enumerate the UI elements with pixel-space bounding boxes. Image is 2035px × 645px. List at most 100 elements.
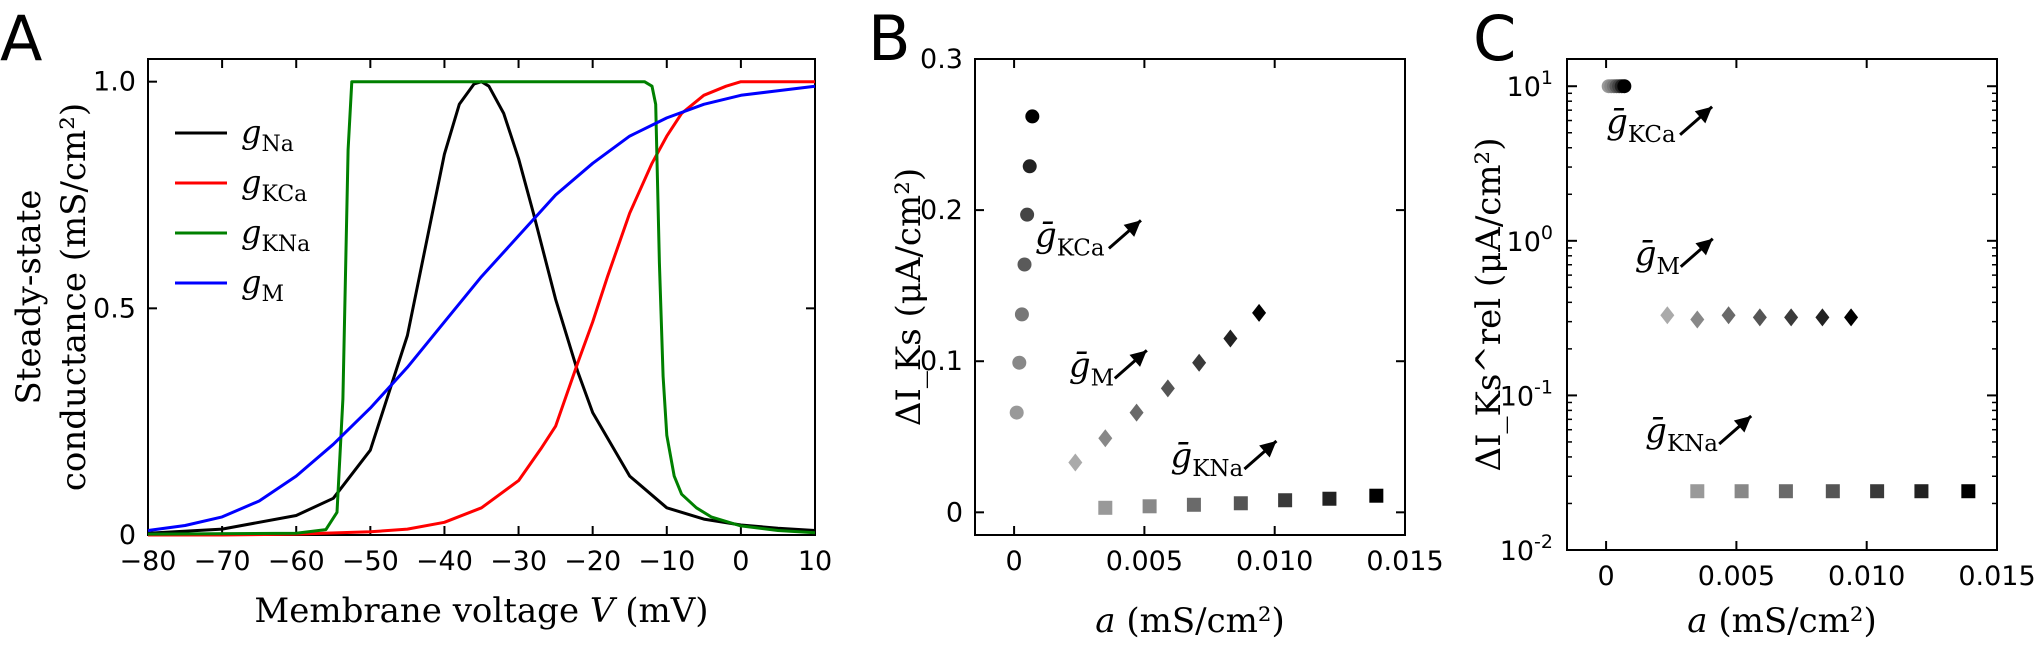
- series-line-g-kna: [147, 80, 816, 536]
- legend-entry: gKCa: [241, 163, 307, 207]
- x-tick-label: −20: [564, 546, 621, 577]
- data-point-square: [1961, 484, 1976, 499]
- y-tick-label: 0.3: [920, 44, 963, 75]
- data-point-circle: [1617, 79, 1632, 94]
- plot-frame: [147, 58, 816, 536]
- data-point-diamond: [1690, 310, 1705, 329]
- data-point-square: [1369, 488, 1384, 503]
- annotation-arrow: [1679, 237, 1714, 268]
- y-axis-label: ΔI_Ks^rel (μA/cm²): [1469, 138, 1509, 472]
- y-axis-label: ΔI_Ks (μA/cm²): [889, 168, 929, 426]
- x-tick-label: 0: [732, 546, 749, 577]
- data-point-diamond: [1098, 429, 1113, 448]
- x-tick-label: 0.010: [1236, 546, 1313, 577]
- panel-c-scatter-chart: 0 0.005 0.010 0.015 10-2 10-1 100 101 ḡKCa ḡM ḡ…: [1469, 58, 2035, 641]
- plot-frame: [974, 58, 1406, 536]
- x-tick-label: 0.010: [1828, 561, 1905, 592]
- y-tick-label: 0.2: [920, 195, 963, 226]
- panel-b-scatter-chart: 0 0.005 0.010 0.015 0 0.1 0.2 0.3 ḡKCa ḡM ḡKNa a…: [889, 44, 1444, 641]
- x-tick-label: −70: [194, 546, 251, 577]
- x-tick-label: −50: [342, 546, 399, 577]
- x-tick-label: −10: [638, 546, 695, 577]
- data-point-circle: [1014, 307, 1029, 322]
- x-tick-label: −30: [490, 546, 547, 577]
- data-point-diamond: [1223, 329, 1238, 348]
- panel-letter-a: A: [0, 2, 42, 75]
- x-tick-label: 0: [1597, 561, 1614, 592]
- x-tick-label: 0.015: [1958, 561, 2035, 592]
- data-point-diamond: [1252, 303, 1267, 322]
- data-point-diamond: [1752, 308, 1767, 327]
- data-point-square: [1690, 484, 1705, 499]
- data-point-square: [1142, 499, 1157, 514]
- data-point-square: [1186, 497, 1201, 512]
- x-tick-label: −60: [268, 546, 325, 577]
- data-point-circle: [1025, 109, 1040, 124]
- x-tick-label: 10: [798, 546, 832, 577]
- series-line-g-na: [147, 80, 816, 535]
- x-axis-label: a (mS/cm²): [1095, 601, 1285, 641]
- x-axis-label: Membrane voltage V (mV): [254, 591, 708, 631]
- series-line-g-kca: [148, 80, 815, 537]
- annotation-label: ḡKNa: [1170, 436, 1243, 482]
- data-point-diamond: [1192, 353, 1207, 372]
- data-point-diamond: [1784, 308, 1799, 327]
- y-tick-label: 10-1: [1500, 376, 1553, 412]
- legend-entry: gM: [241, 263, 284, 307]
- y-tick-label: 0: [946, 497, 963, 528]
- annotation-arrow: [1243, 439, 1278, 471]
- y-axis-label-line1: Steady-state: [9, 190, 49, 405]
- legend-entry: gNa: [241, 113, 294, 157]
- annotation-label: ḡKCa: [1035, 215, 1105, 261]
- data-point-diamond: [1160, 379, 1175, 398]
- x-tick-label: −80: [120, 546, 177, 577]
- data-point-diamond: [1815, 308, 1830, 327]
- x-axis-label: a (mS/cm²): [1687, 601, 1877, 641]
- data-point-circle: [1017, 257, 1032, 272]
- annotation-label: ḡM: [1069, 345, 1114, 391]
- data-point-square: [1734, 484, 1749, 499]
- annotation-arrow: [1113, 349, 1148, 380]
- data-point-square: [1098, 500, 1113, 515]
- data-point-diamond: [1721, 306, 1736, 325]
- data-point-square: [1322, 491, 1337, 506]
- data-point-circle: [1020, 207, 1035, 222]
- y-tick-label: 0.1: [920, 346, 963, 377]
- annotation-label: ḡKCa: [1606, 102, 1676, 148]
- panel-letter-b: B: [868, 2, 911, 75]
- data-point-square: [1233, 496, 1248, 511]
- x-tick-label: −40: [416, 546, 473, 577]
- data-point-circle: [1009, 405, 1024, 420]
- x-tick-label: 0.015: [1366, 546, 1443, 577]
- data-point-circle: [1022, 159, 1037, 174]
- legend-entry: gKNa: [241, 213, 310, 257]
- y-tick-label: 1.0: [93, 67, 136, 98]
- annotation-arrow: [1107, 219, 1142, 250]
- annotation-label: ḡM: [1635, 234, 1680, 280]
- data-point-diamond: [1129, 403, 1144, 422]
- plot-frame: [1566, 58, 1998, 551]
- panel-a-line-chart: −80 −70 −60 −50 −40 −30 −20 −10 0 10 0 0.5 1.0 gNa gKC…: [9, 58, 832, 631]
- x-tick-label: 0: [1005, 546, 1022, 577]
- data-point-diamond: [1660, 306, 1675, 325]
- data-point-diamond: [1068, 453, 1083, 472]
- x-tick-label: 0.005: [1106, 546, 1183, 577]
- data-point-square: [1778, 484, 1793, 499]
- data-point-square: [1914, 484, 1929, 499]
- annotation-arrow: [1679, 105, 1714, 136]
- y-tick-label: 0.5: [93, 293, 136, 324]
- data-point-diamond: [1844, 308, 1859, 327]
- annotation-label: ḡKNa: [1645, 411, 1718, 457]
- y-tick-label: 10-2: [1500, 531, 1553, 567]
- y-axis-label-line2: conductance (mS/cm²): [54, 103, 94, 491]
- series-line-g-m: [147, 84, 816, 532]
- y-tick-label: 0: [119, 520, 136, 551]
- data-point-square: [1278, 493, 1293, 508]
- data-point-circle: [1012, 355, 1027, 370]
- y-tick-label: 101: [1507, 67, 1553, 103]
- annotation-arrow: [1718, 414, 1753, 446]
- data-point-square: [1870, 484, 1885, 499]
- data-point-square: [1825, 484, 1840, 499]
- y-tick-label: 100: [1507, 222, 1553, 258]
